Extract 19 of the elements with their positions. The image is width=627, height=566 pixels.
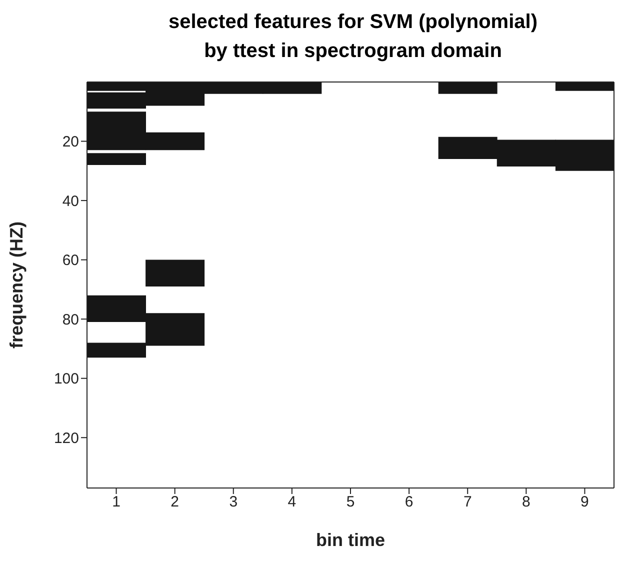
x-tick-label: 7: [463, 494, 472, 511]
x-axis-title: bin time: [316, 530, 386, 550]
x-tick-label: 4: [288, 494, 296, 511]
bar: [146, 260, 205, 286]
y-tick-label: 100: [54, 370, 79, 388]
x-tick-label: 8: [522, 494, 530, 511]
y-tick-label: 120: [54, 430, 79, 447]
x-tick-label: 3: [229, 494, 238, 511]
y-axis-title: frequency (HZ): [6, 221, 26, 349]
y-tick-label: 60: [62, 252, 79, 270]
chart-title: selected features for SVM (polynomial) by ttest in spectrogram domain: [168, 10, 538, 64]
x-tick-label: 2: [170, 494, 180, 511]
y-tick-label: 80: [62, 311, 79, 328]
x-tick-label: 6: [404, 494, 414, 511]
x-tick-label: 1: [112, 494, 120, 511]
x-tick-label: 9: [580, 494, 589, 511]
y-tick-label: 40: [62, 192, 79, 210]
x-tick-label: 5: [346, 494, 355, 511]
y-tick-label: 20: [62, 134, 79, 151]
